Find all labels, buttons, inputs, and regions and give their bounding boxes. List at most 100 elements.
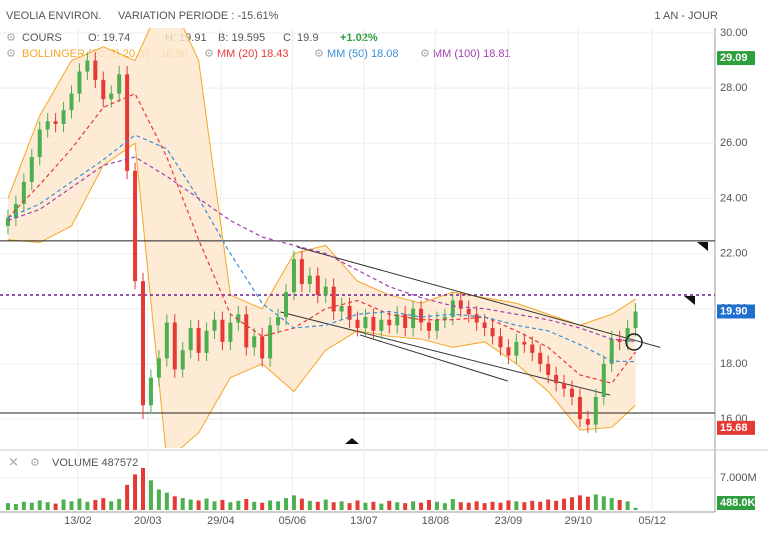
gear-icon[interactable]: ⚙ (6, 48, 16, 60)
candle-body (434, 319, 439, 331)
volume-bar (276, 501, 281, 510)
value-box-label: 488.0K (720, 497, 756, 509)
y-tick-label: 7.000M (720, 472, 757, 484)
candle-body (156, 358, 161, 378)
legend-low: B: 19.595 (218, 32, 265, 44)
volume-bar (395, 502, 400, 510)
candle-body (562, 383, 567, 389)
candle-body (101, 79, 106, 100)
bollinger-lower (7, 142, 636, 448)
y-tick-label: 26.00 (720, 137, 748, 149)
volume-bar (117, 499, 122, 510)
volume-bar (323, 499, 328, 510)
volume-bar (585, 496, 590, 510)
legend-volume: VOLUME 487572 (52, 457, 138, 469)
candle-body (427, 322, 431, 331)
candle-body (331, 286, 336, 312)
candle-body (180, 350, 185, 370)
volume-bar (434, 501, 439, 510)
volume-bar (29, 502, 34, 510)
candle-body (172, 322, 177, 370)
candle-body (252, 336, 257, 348)
gear-icon[interactable]: ⚙ (420, 48, 430, 60)
candle-body (339, 305, 344, 312)
candle-body (593, 396, 598, 425)
volume-bar (498, 502, 503, 510)
volume-bar (442, 503, 447, 510)
candle-body (21, 181, 26, 204)
volume-bar (53, 503, 58, 510)
x-tick-label: 05/06 (279, 515, 307, 527)
candle-body (236, 314, 241, 323)
candle-body (458, 300, 463, 309)
candle-body (570, 388, 574, 397)
volume-bar (315, 501, 320, 510)
volume-bar (625, 501, 630, 510)
candle-body (363, 317, 368, 329)
marker[interactable] (345, 438, 359, 444)
candle-body (442, 317, 447, 320)
candle-body (347, 305, 352, 320)
candle-body (538, 352, 543, 364)
volume-bar (85, 501, 90, 510)
legend-open: O: 19.74 (88, 32, 130, 44)
candle-body (5, 217, 10, 227)
candle-body (546, 363, 551, 375)
candle-body (276, 317, 281, 326)
volume-bar (530, 500, 535, 510)
candle-body (577, 396, 582, 420)
volume-bar (204, 498, 209, 510)
candle-body (141, 281, 145, 406)
legend-mm20: MM (20) 18.43 (217, 48, 289, 60)
volume-bar (490, 501, 495, 510)
gear-icon[interactable]: ⚙ (6, 32, 16, 44)
x-tick-label: 29/10 (565, 515, 593, 527)
axes: 16.0018.0020.0022.0024.0026.0028.0030.00… (64, 27, 757, 527)
volume-bar (188, 499, 193, 510)
volume-bar (77, 498, 82, 510)
legend-close: C: 19.9 (283, 32, 318, 44)
candle-body (188, 328, 193, 351)
volume-bar (252, 501, 257, 510)
legend-mm50: MM (50) 18.08 (327, 48, 399, 60)
volume-bar (5, 503, 10, 510)
candle-body (61, 110, 66, 124)
moving-average (7, 156, 636, 343)
period[interactable]: 1 AN - JOUR (654, 10, 718, 22)
candle-body (506, 347, 511, 356)
moving-average (7, 92, 637, 384)
candle-body (371, 317, 376, 331)
volume-bar (363, 502, 368, 510)
candle-body (133, 170, 138, 282)
value-box (717, 496, 755, 510)
volume-bar (228, 502, 233, 510)
volume-bar (331, 502, 336, 510)
candle-body (260, 336, 265, 359)
volume-bar (458, 502, 463, 510)
volume-bar (419, 502, 424, 510)
volume-bar (196, 500, 201, 510)
volume-bar (156, 489, 161, 510)
x-tick-label: 18/08 (422, 515, 450, 527)
subtitle: VARIATION PERIODE : -15.61% (118, 10, 279, 22)
volume-bar (450, 499, 455, 510)
level-marker[interactable] (684, 296, 695, 305)
volume-bar (180, 498, 185, 510)
candle-body (45, 121, 50, 130)
level-marker[interactable] (697, 242, 708, 251)
gear-icon[interactable]: ⚙ (30, 457, 40, 469)
candle-body (498, 336, 503, 348)
candle-body (315, 275, 320, 295)
candle-body (299, 259, 304, 284)
candle-body (554, 374, 559, 384)
candle-body (37, 129, 42, 158)
volume-bar (13, 504, 18, 510)
gear-icon[interactable]: ⚙ (314, 48, 324, 60)
legend-mm100: MM (100) 18.81 (433, 48, 511, 60)
candle-body (164, 322, 169, 359)
value-box-label: 29.09 (720, 52, 748, 64)
gear-icon[interactable]: ⚙ (204, 48, 214, 60)
close-icon[interactable]: ✕ (8, 454, 19, 469)
title: VEOLIA ENVIRON. (6, 10, 101, 22)
